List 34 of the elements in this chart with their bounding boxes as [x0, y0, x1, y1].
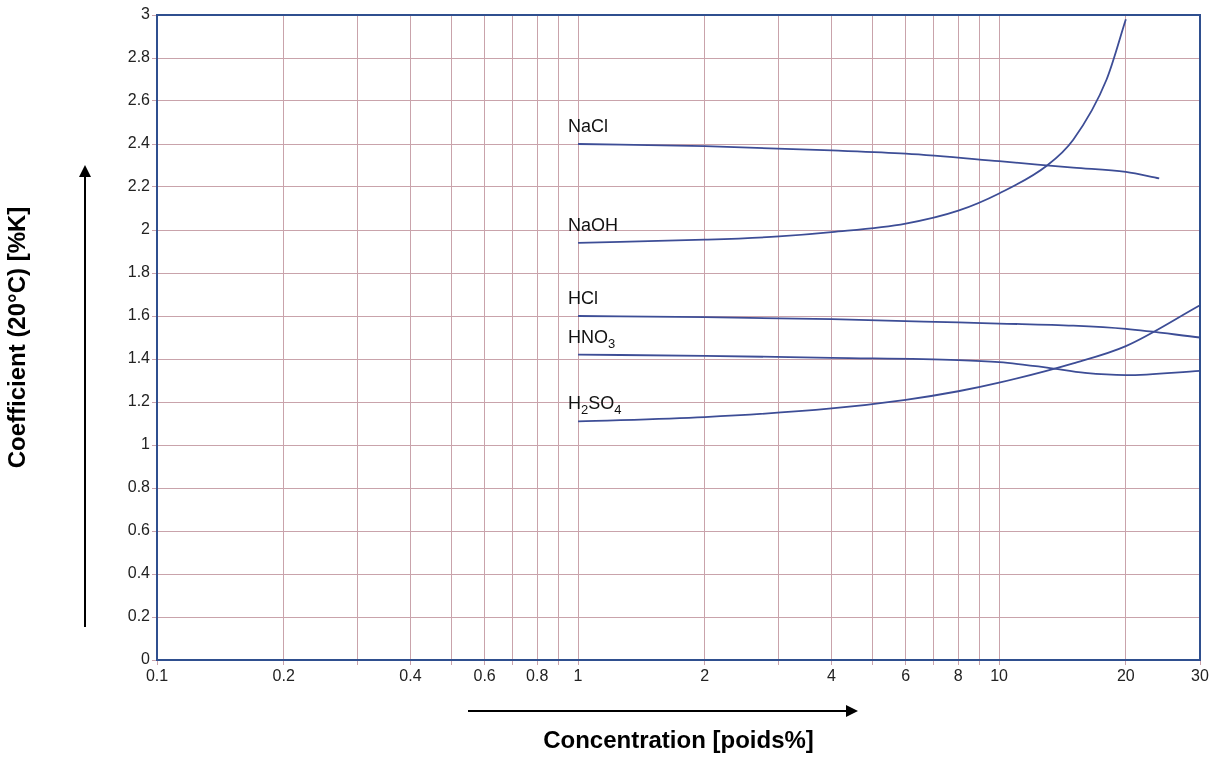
y-tick-label: 2.6 — [127, 91, 151, 109]
x-axis-title: Concentration [poids%] — [543, 726, 814, 754]
y-tick-label: 1.8 — [127, 263, 151, 281]
x-tick-label: 0.8 — [526, 667, 549, 685]
y-tick-label: 0.6 — [127, 521, 151, 539]
y-tick-label: 0 — [141, 650, 151, 668]
x-tick-label: 8 — [953, 667, 963, 685]
y-tick-label: 2.8 — [127, 48, 151, 66]
x-tick-label: 1 — [573, 667, 583, 685]
y-tick-label: 0.8 — [127, 478, 151, 496]
y-tick-label: 2.2 — [127, 177, 151, 195]
series-label: HCl — [568, 288, 599, 308]
series-label: NaOH — [568, 214, 619, 235]
series-label: NaCl — [568, 116, 609, 136]
x-tick-label: 6 — [901, 667, 911, 685]
x-tick-label: 0.2 — [272, 667, 295, 685]
x-tick-label: 0.6 — [473, 667, 496, 685]
x-tick-label: 20 — [1116, 667, 1135, 685]
y-tick-label: 1.6 — [127, 306, 151, 324]
y-tick-label: 1.4 — [127, 349, 151, 367]
y-tick-label: 2 — [141, 220, 151, 238]
x-tick-label: 0.4 — [399, 667, 422, 685]
y-tick-label: 1 — [141, 435, 151, 453]
y-tick-label: 0.4 — [127, 564, 151, 582]
y-tick-label: 0.2 — [127, 607, 151, 625]
x-tick-label: 4 — [827, 667, 837, 685]
x-tick-label: 30 — [1191, 667, 1209, 685]
y-tick-label: 2.4 — [127, 134, 151, 152]
x-tick-label: 0.1 — [145, 667, 169, 685]
y-tick-label: 3 — [141, 5, 151, 23]
x-tick-label: 2 — [700, 667, 710, 685]
y-axis-title: Coefficient (20°C) [%K] — [3, 206, 31, 469]
y-tick-label: 1.2 — [127, 392, 151, 410]
x-tick-label: 10 — [990, 667, 1009, 685]
